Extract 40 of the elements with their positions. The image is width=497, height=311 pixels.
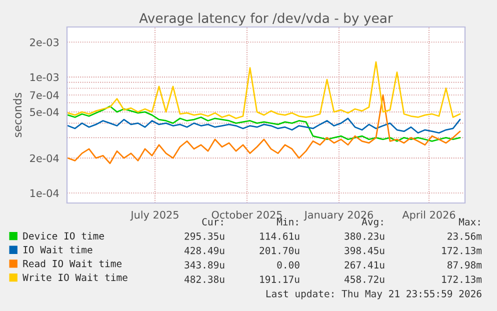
text: 201.70u: [260, 246, 300, 254]
text: 295.35u: [184, 232, 224, 240]
text: 23.56m: [448, 232, 482, 240]
text: 87.98m: [448, 261, 482, 269]
y-tick-label: 1e-03: [30, 73, 59, 82]
y-tick-label: 2e-03: [30, 38, 59, 46]
legend-label: Device IO time: [23, 232, 104, 240]
text: 458.72u: [344, 276, 384, 283]
text: Max:: [458, 218, 480, 226]
text: 172.13m: [442, 246, 482, 254]
chart-title: Average latency for /dev/vda - by year: [139, 12, 393, 26]
text: Last update: Thu May 21 23:55:59 2026: [266, 290, 482, 300]
text: 380.23u: [344, 232, 384, 240]
line-series: [67, 106, 461, 142]
text: Cur:: [202, 218, 223, 226]
line-series: [67, 94, 461, 164]
text: Min:: [276, 218, 298, 226]
y-tick-label: 7e-04: [30, 91, 59, 100]
legend-label: Write IO Wait time: [22, 274, 128, 282]
x-tick-label: October 2025: [212, 210, 282, 219]
line-series: [67, 118, 461, 134]
x-tick-label: April 2026: [402, 210, 456, 221]
text: Avg:: [362, 218, 383, 228]
text: 267.41u: [344, 261, 384, 269]
legend-label: Read IO Wait time: [23, 260, 122, 268]
text: 482.38u: [184, 276, 224, 283]
text: 428.49u: [184, 246, 224, 254]
y-axis-title: seconds: [13, 92, 22, 138]
legend-label: IO Wait time: [24, 246, 92, 254]
y-tick-label: 1e-04: [30, 189, 59, 198]
y-tick-label: 5e-04: [30, 108, 59, 116]
text: 343.89u: [184, 261, 224, 269]
y-tick-label: 2e-04: [30, 154, 59, 162]
text: 172.13m: [442, 276, 482, 283]
text: 114.61u: [260, 232, 300, 240]
text: 398.45u: [344, 246, 384, 254]
text: 191.17u: [260, 276, 300, 283]
text: 0.00: [277, 261, 300, 269]
x-tick-label: July 2025: [130, 210, 178, 221]
line-series: [67, 61, 461, 120]
